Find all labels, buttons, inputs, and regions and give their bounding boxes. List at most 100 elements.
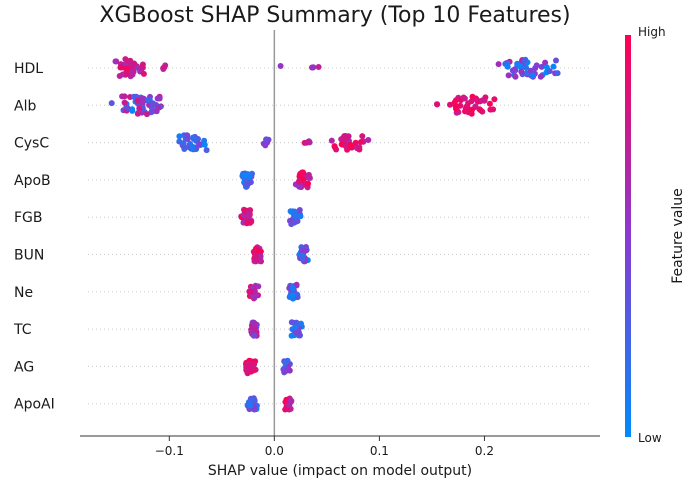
data-point [139, 99, 146, 106]
data-point [247, 402, 254, 409]
data-point [505, 72, 512, 79]
data-point [538, 63, 545, 70]
data-point [124, 105, 131, 112]
data-point [184, 136, 191, 142]
data-point [144, 97, 151, 104]
data-point [140, 70, 147, 77]
data-point [161, 64, 168, 71]
data-point [298, 320, 304, 327]
data-point [543, 64, 550, 71]
data-point [352, 139, 359, 146]
colorbar-high-label: High [638, 25, 666, 39]
data-point [533, 62, 540, 69]
data-point [292, 208, 298, 215]
data-point [468, 98, 475, 105]
data-point [511, 66, 518, 73]
data-point [295, 178, 302, 185]
data-point [190, 134, 197, 141]
data-point [247, 362, 254, 369]
data-point [288, 332, 295, 339]
data-point [288, 221, 295, 228]
data-point [469, 106, 476, 113]
data-point [305, 171, 312, 178]
colorbar-low-label: Low [638, 431, 662, 445]
data-point [365, 137, 372, 143]
data-point [358, 139, 364, 145]
data-point [460, 94, 467, 101]
feature-label-hdl: HDL [14, 61, 43, 77]
data-point [516, 63, 523, 70]
data-point [108, 100, 115, 107]
data-point [292, 324, 299, 331]
data-point [136, 105, 143, 112]
data-point [359, 133, 366, 140]
data-point [521, 57, 528, 64]
feature-label-fgb: FGB [14, 210, 43, 226]
data-point [203, 147, 210, 154]
data-point [247, 288, 254, 295]
data-point [263, 136, 270, 143]
data-point [118, 64, 125, 71]
data-point [303, 139, 310, 146]
data-point [277, 63, 284, 69]
colorbar [625, 35, 631, 437]
data-point [451, 99, 458, 106]
data-point [447, 101, 453, 108]
data-point [356, 144, 363, 151]
data-point [486, 100, 493, 107]
data-point [512, 73, 519, 80]
data-point [295, 329, 302, 336]
data-point [554, 70, 561, 77]
data-point [128, 69, 135, 76]
data-point [121, 93, 128, 100]
data-point [245, 210, 252, 217]
chart-title: XGBoost SHAP Summary (Top 10 Features) [99, 3, 570, 28]
x-tick-label: 0.0 [265, 444, 284, 458]
data-point [289, 285, 296, 292]
data-point [518, 68, 525, 75]
feature-label-ne: Ne [14, 285, 33, 301]
data-point [248, 397, 255, 404]
data-point [537, 73, 544, 80]
data-point [297, 213, 304, 220]
data-point [241, 172, 248, 179]
data-point [255, 248, 262, 255]
data-point [550, 63, 557, 70]
data-point [144, 111, 150, 118]
data-point [504, 63, 511, 70]
data-point [250, 294, 257, 300]
data-point [288, 397, 295, 404]
data-point [283, 367, 290, 373]
data-point [196, 141, 203, 147]
data-point [341, 136, 348, 143]
data-point [155, 104, 162, 111]
data-point [262, 142, 269, 149]
data-point [299, 256, 306, 263]
feature-rows: HDL Alb CysC ApoB FGB BUN Ne TC AG ApoAI [13, 61, 592, 413]
data-point [119, 71, 126, 78]
data-point [542, 59, 549, 66]
feature-label-tc: TC [13, 322, 32, 338]
data-point [315, 64, 322, 70]
data-point [328, 137, 335, 144]
data-point [457, 102, 464, 109]
data-point [124, 65, 130, 72]
data-point [476, 106, 483, 113]
data-point [296, 207, 303, 213]
data-point [530, 72, 537, 79]
feature-label-alb: Alb [14, 98, 36, 114]
feature-label-ag: AG [14, 359, 34, 375]
x-tick-label: 0.1 [370, 444, 389, 458]
data-point [491, 96, 498, 103]
data-point [553, 57, 559, 64]
data-point [347, 141, 354, 148]
x-tick-label: 0.2 [475, 444, 494, 458]
data-point [130, 93, 137, 100]
data-point [250, 332, 257, 339]
data-point [189, 143, 196, 150]
data-point [292, 213, 299, 220]
data-point [282, 406, 289, 413]
data-point [255, 283, 262, 290]
data-point [481, 97, 488, 104]
